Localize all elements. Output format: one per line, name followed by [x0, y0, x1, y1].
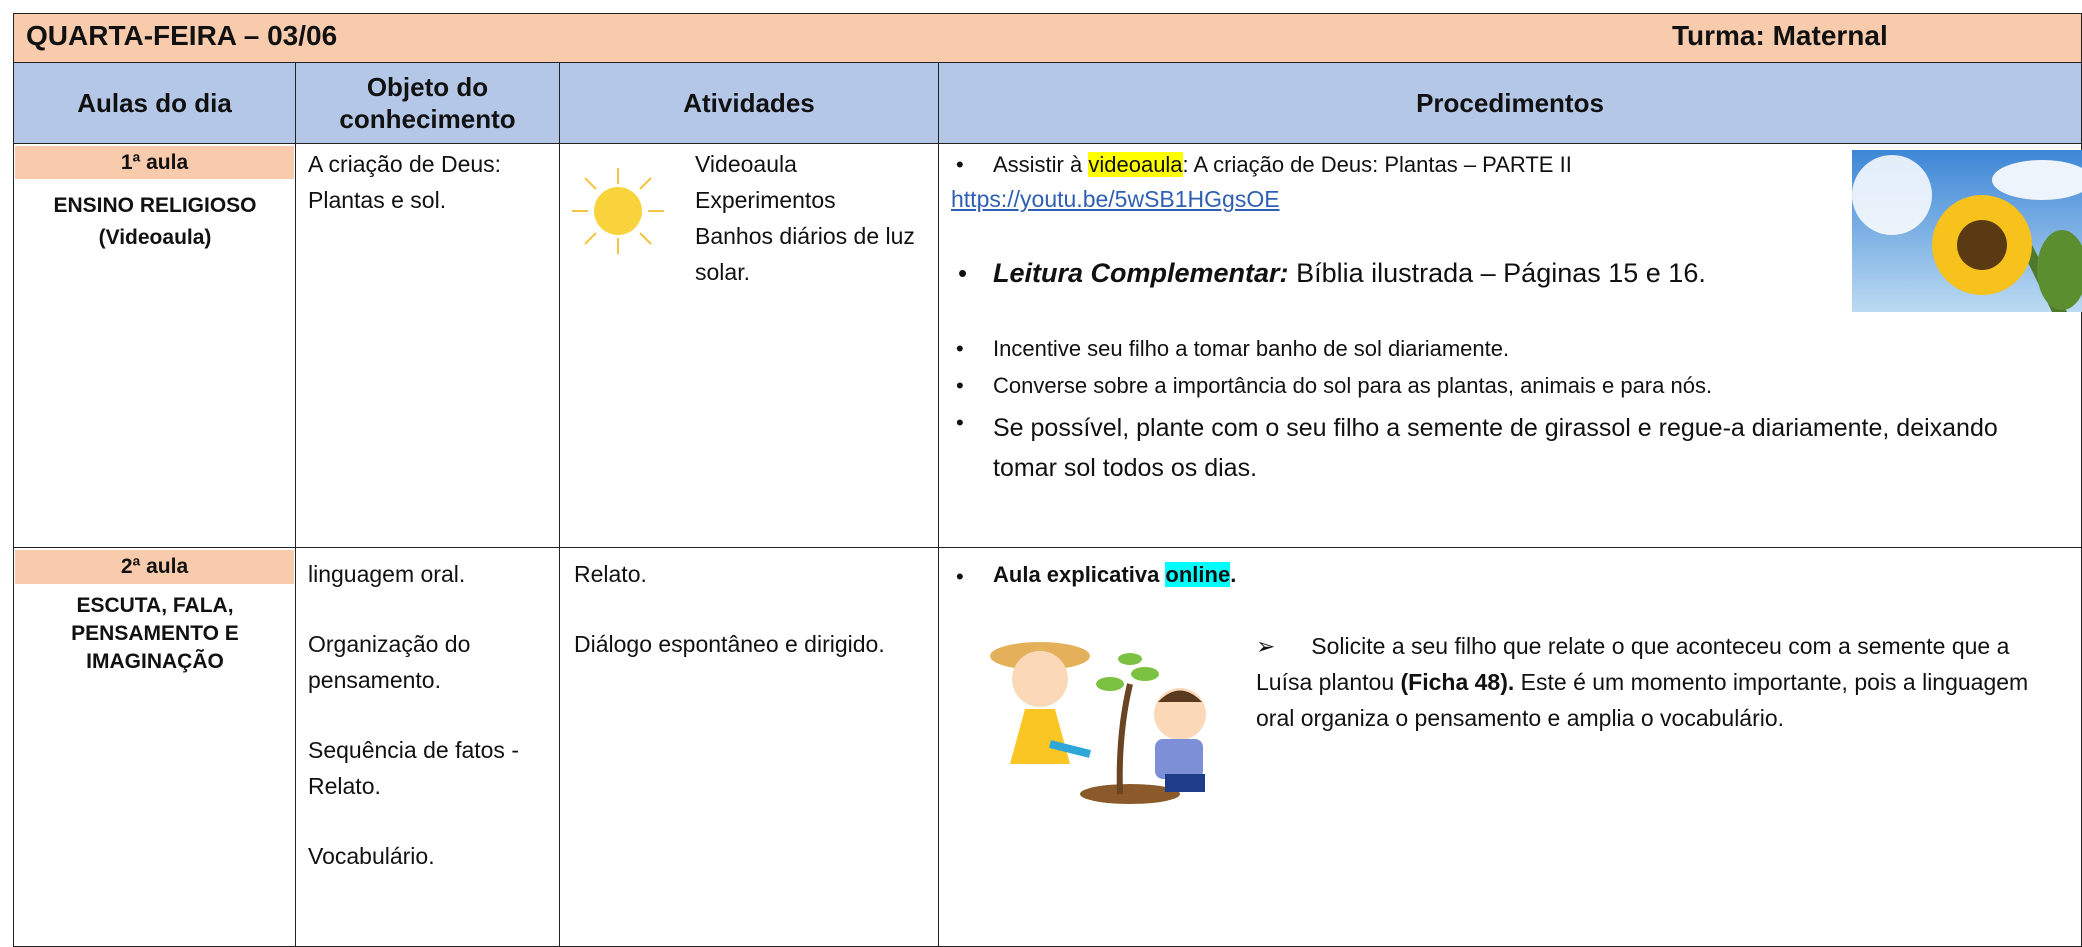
activity: Relato. — [574, 561, 647, 587]
subject: ESCUTA, FALA, PENSAMENTO E IMAGINAÇÃO — [71, 594, 239, 673]
decor — [1165, 774, 1205, 792]
highlight: online — [1165, 562, 1231, 587]
highlight: videoaula — [1088, 152, 1183, 177]
procedure: Incentive seu filho a tomar banho de sol… — [993, 336, 1510, 361]
decor: • — [956, 410, 964, 435]
decor — [1010, 709, 1070, 764]
decor: • — [956, 564, 964, 589]
sheet-ref: (Ficha 48). — [1400, 669, 1515, 695]
text: . — [1230, 562, 1237, 587]
decor — [572, 168, 664, 254]
object: Sequência de fatos - Relato. — [308, 737, 519, 799]
decor — [1116, 683, 1133, 795]
object: Vocabulário. — [308, 843, 435, 869]
text: Assistir à — [993, 152, 1089, 177]
column-header: Procedimentos — [938, 62, 2082, 144]
column-header: Objeto do conhecimento — [295, 62, 560, 144]
lesson-label: 2ª aula — [15, 550, 294, 584]
activities: Relato. Diálogo espontâneo e dirigido. — [574, 556, 904, 662]
procedure: Assistir à videoaula: A criação de Deus:… — [993, 152, 1572, 178]
decor: • — [956, 152, 964, 177]
decor — [584, 177, 597, 190]
object: linguagem oral. — [308, 561, 466, 587]
decor — [1012, 651, 1068, 707]
procedure: Converse sobre a importância do sol para… — [993, 373, 1713, 398]
decor: Leitura Complementar: — [993, 258, 1289, 288]
decor — [1096, 653, 1159, 691]
text: Solicite a seu filho que relate o que ac… — [1256, 633, 2010, 695]
activity: Diálogo espontâneo e dirigido. — [574, 631, 885, 657]
subject: ENSINO RELIGIOSO (Videoaula) — [53, 194, 257, 249]
decor — [1852, 155, 1932, 235]
text: : A criação de Deus: Plantas – PARTE II — [1182, 152, 1572, 177]
object: Organização do pensamento. — [308, 631, 471, 693]
reading-label: Leitura Complementar: — [993, 258, 1289, 288]
decor — [1131, 667, 1159, 681]
decor — [1049, 740, 1091, 758]
title-bar — [13, 13, 2082, 63]
text: Este é um momento importante, pois a lin… — [1256, 669, 2029, 731]
decor — [1080, 784, 1180, 804]
decor — [2037, 230, 2082, 310]
activities: Videoaula Experimentos Banhos diários de… — [695, 146, 935, 290]
day-title: QUARTA-FEIRA – 03/06 — [26, 20, 338, 51]
class-title: Turma: Maternal — [1672, 20, 1888, 51]
decor: ➢ — [1256, 633, 1276, 659]
decor: • — [956, 336, 964, 361]
text: Aula explicativa — [993, 562, 1166, 587]
video-link[interactable]: https://youtu.be/5wSB1HGgsOE — [951, 186, 1280, 212]
decor — [1957, 220, 2007, 270]
decor — [1155, 739, 1203, 779]
activity: Videoaula — [695, 151, 797, 177]
procedure: Se possível, plante com o seu filho a se… — [993, 414, 1998, 482]
decor — [584, 232, 597, 245]
activity: Banhos diários de luz solar. — [695, 223, 915, 285]
decor: • — [956, 373, 964, 398]
column-header: Atividades — [559, 62, 939, 144]
decor — [1158, 690, 1202, 702]
reading: Leitura Complementar: Bíblia ilustrada –… — [993, 258, 1706, 289]
children-illustration — [990, 642, 1206, 804]
decor: • — [958, 258, 968, 288]
procedure: Aula explicativa online. — [993, 562, 1236, 588]
task: ➢ Solicite a seu filho que relate o que a… — [1256, 628, 2072, 736]
object: A criação de Deus: Plantas e sol. — [308, 151, 502, 213]
sun-icon — [572, 168, 664, 254]
decor — [639, 232, 652, 245]
column-header: Aulas do dia — [13, 62, 296, 144]
decor — [1096, 677, 1124, 691]
lesson-label: 1ª aula — [15, 146, 294, 179]
text: Bíblia ilustrada – Páginas 15 e 16. — [1288, 258, 1706, 288]
sunflower-photo — [1852, 150, 2082, 312]
decor — [594, 187, 642, 235]
objects: linguagem oral. Organização do pensament… — [308, 556, 548, 874]
activity: Experimentos — [695, 187, 836, 213]
decor — [639, 177, 652, 190]
decor — [1992, 160, 2082, 200]
decor — [1118, 653, 1142, 665]
